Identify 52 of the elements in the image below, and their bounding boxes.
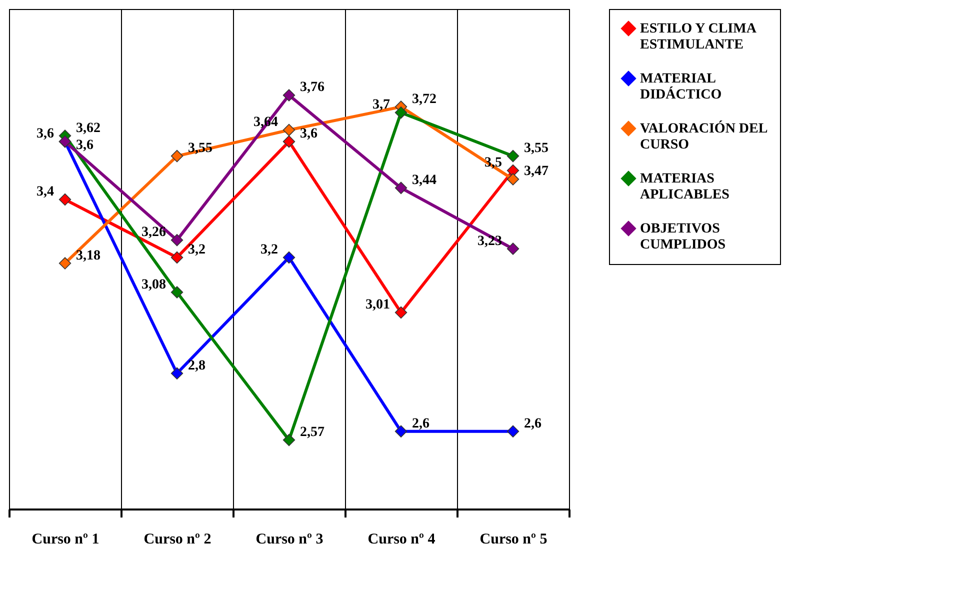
point (282, 434, 296, 446)
data-label: 3,4 (36, 184, 54, 200)
point (282, 89, 296, 102)
point (506, 425, 520, 438)
legend-label: ESTILO Y CLIMA ESTIMULANTE (640, 22, 758, 52)
point (506, 173, 520, 186)
x-tick-label: Curso nº 2 (144, 532, 212, 548)
legend-label: VALORACIÓN DEL CURSO (640, 120, 768, 152)
data-label: 3,23 (478, 234, 502, 249)
data-label: 3,01 (366, 298, 390, 313)
data-label: 3,6 (36, 126, 54, 142)
data-label: 3,2 (260, 242, 278, 258)
point (506, 150, 520, 162)
x-tick-label: Curso nº 5 (480, 532, 548, 548)
data-label: 3,62 (76, 120, 100, 136)
point (506, 242, 520, 255)
x-tick-label: Curso nº 1 (32, 532, 100, 548)
point (394, 182, 408, 194)
data-label: 2,6 (524, 416, 542, 432)
data-label: 2,57 (300, 425, 324, 440)
legend-label: MATERIAL DIDÁCTICO (640, 72, 722, 102)
point (282, 251, 296, 264)
data-label: 3,55 (524, 141, 548, 156)
point (170, 150, 184, 162)
point (170, 234, 184, 246)
point (170, 286, 184, 298)
point (394, 106, 408, 119)
data-label: 3,44 (412, 172, 436, 188)
point (58, 193, 72, 206)
x-tick-label: Curso nº 3 (256, 532, 324, 548)
legend-label: MATERIAS APLICABLES (640, 172, 730, 202)
data-label: 2,6 (412, 416, 430, 432)
point (282, 124, 296, 136)
legend-label: OBJETIVOS CUMPLIDOS (640, 222, 726, 252)
data-label: 3,7 (372, 98, 390, 113)
point (170, 251, 184, 264)
point (282, 135, 296, 148)
data-label: 3,26 (142, 225, 166, 240)
data-label: 2,8 (188, 358, 206, 374)
data-label: 3,08 (142, 277, 166, 292)
data-label: 3,47 (524, 164, 548, 180)
point (170, 367, 184, 380)
data-label: 3,72 (412, 92, 436, 107)
point (58, 257, 72, 270)
x-tick-label: Curso nº 4 (368, 532, 436, 548)
data-label: 3,2 (188, 242, 206, 258)
data-label: 3,6 (76, 138, 94, 153)
data-label: 3,76 (300, 80, 324, 96)
point (394, 425, 408, 438)
data-label: 3,18 (76, 248, 100, 264)
data-label: 3,6 (300, 126, 318, 142)
point (394, 306, 408, 319)
